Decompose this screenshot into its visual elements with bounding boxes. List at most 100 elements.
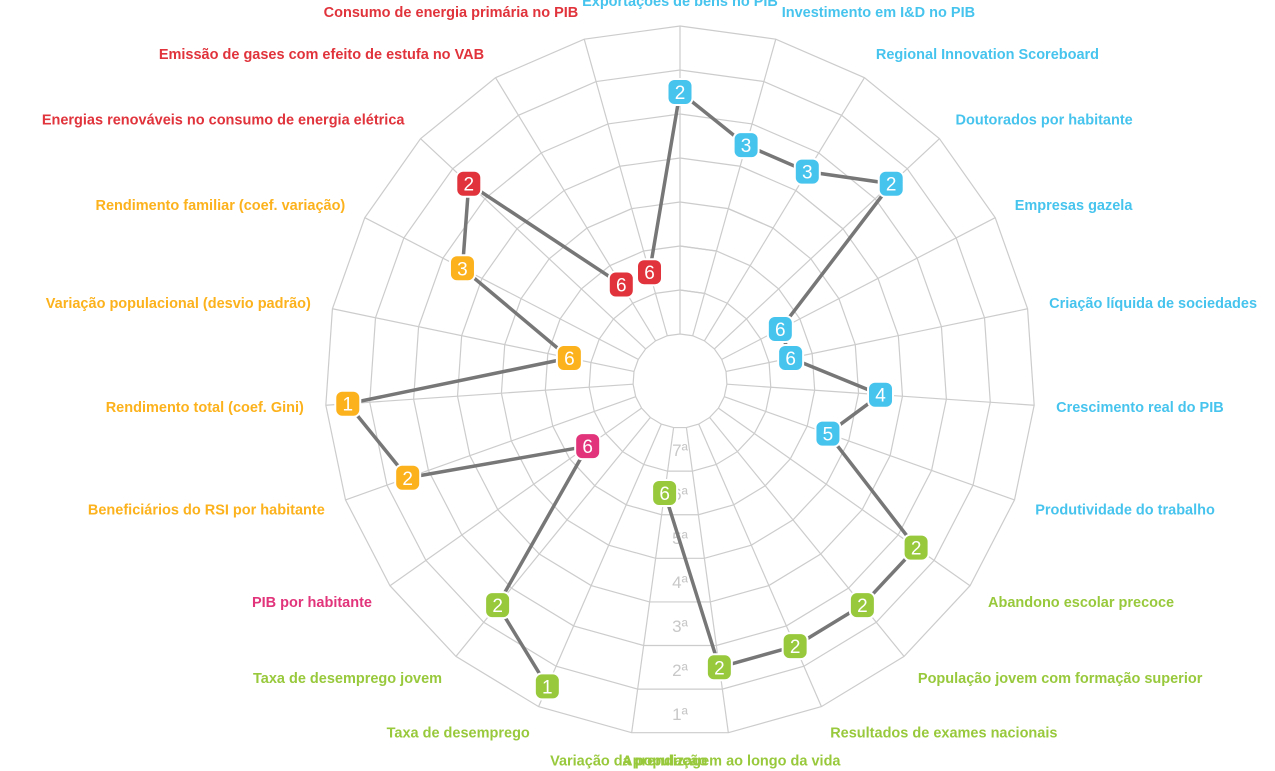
- grid-spoke: [718, 407, 971, 587]
- grid-spoke: [721, 217, 996, 360]
- marker-badge: [455, 169, 483, 198]
- marker-value: 3: [741, 136, 752, 157]
- rank-marker-variacao-populacional-desvio-padrao: 6: [555, 344, 583, 373]
- grid-spoke: [583, 39, 668, 336]
- rank-marker-exportacoes-de-bens-no-pib: 2: [666, 78, 694, 106]
- grid-ring: [369, 69, 991, 690]
- rank-marker-variacao-da-populacao: 6: [651, 478, 679, 507]
- rank-marker-criacao-liquida-de-sociedades: 6: [777, 344, 805, 373]
- grid-spoke: [692, 39, 777, 336]
- marker-value: 2: [886, 175, 897, 196]
- marker-badge: [848, 591, 876, 620]
- rank-marker-doutorados-por-habitante: 2: [877, 169, 905, 198]
- grid-spoke: [332, 308, 635, 373]
- grid-spoke: [345, 396, 636, 501]
- grid-spoke: [685, 427, 729, 733]
- rank-label: 7ª: [672, 441, 688, 460]
- grid-spoke: [364, 217, 639, 360]
- marker-value: 2: [857, 596, 868, 617]
- rank-label: 2ª: [672, 661, 688, 680]
- axis-label-empresas-gazela: Empresas gazela: [1015, 198, 1134, 214]
- axis-label-energias-renovaveis-no-consumo-de-energia-eletrica: Energias renováveis no consumo de energi…: [42, 113, 406, 129]
- rank-marker-taxa-de-desemprego-jovem: 2: [484, 591, 512, 620]
- marker-badge: [814, 419, 842, 448]
- axis-label-produtividade-do-trabalho: Produtividade do trabalho: [1035, 502, 1215, 518]
- axis-label-doutorados-por-habitante: Doutorados por habitante: [956, 113, 1133, 129]
- rank-marker-pib-por-habitante: 6: [574, 432, 602, 461]
- axis-label-exportacoes-de-bens-no-pib: Exportações de bens no PIB: [582, 0, 778, 10]
- rank-marker-energias-renovaveis-no-consumo-de-energia-eletrica: 2: [455, 169, 483, 198]
- marker-value: 3: [457, 259, 468, 280]
- rank-label: 4ª: [672, 573, 688, 592]
- rank-marker-aprendizagem-ao-longo-da-vida: 2: [705, 653, 733, 682]
- grid-spoke: [325, 383, 634, 406]
- marker-badge: [777, 344, 805, 373]
- grid-ring: [632, 333, 728, 429]
- grid-ring-segment: [679, 245, 717, 252]
- marker-value: 2: [402, 469, 413, 490]
- rank-marker-crescimento-real-do-pib: 4: [867, 380, 895, 409]
- axis-label-regional-innovation-scoreboard: Regional Innovation Scoreboard: [876, 47, 1099, 63]
- grid-ring: [500, 201, 860, 559]
- grid-spoke: [709, 417, 905, 657]
- marker-value: 6: [659, 484, 670, 505]
- marker-badge: [732, 131, 760, 160]
- grid-ring-segment: [728, 208, 774, 229]
- marker-value: 6: [582, 437, 593, 458]
- marker-value: 1: [542, 677, 553, 698]
- axis-label-taxa-de-desemprego: Taxa de desemprego: [387, 725, 530, 741]
- marker-badge: [902, 533, 930, 562]
- grid-ring: [413, 113, 947, 647]
- axis-label-pib-por-habitante: PIB por habitante: [252, 595, 372, 611]
- rank-marker-emissao-de-gases-com-efeito-de-estufa-no-vab: 6: [607, 270, 635, 299]
- axis-label-investimento-em-i-d-no-pib: Investimento em I&D no PIB: [782, 5, 975, 21]
- grid-spoke: [724, 396, 1015, 501]
- axis-label-variacao-populacional-desvio-padrao: Variação populacional (desvio padrão): [46, 296, 311, 312]
- rank-marker-populacao-jovem-com-formacao-superior: 2: [848, 591, 876, 620]
- marker-value: 2: [675, 83, 686, 104]
- marker-badge: [666, 78, 694, 106]
- rank-label: 1ª: [672, 705, 688, 724]
- rank-marker-empresas-gazela: 6: [766, 315, 794, 344]
- axis-label-abandono-escolar-precoce: Abandono escolar precoce: [988, 595, 1174, 611]
- grid-spoke: [538, 423, 662, 707]
- axis-label-aprendizagem-ao-longo-da-vida: Aprendizagem ao longo da vida: [622, 753, 841, 769]
- rank-marker-beneficiarios-do-rsi-por-habitante: 2: [394, 463, 422, 492]
- marker-badge: [793, 157, 821, 186]
- marker-value: 5: [823, 425, 834, 446]
- axis-label-criacao-liquida-de-sociedades: Criação líquida de sociedades: [1049, 296, 1257, 312]
- marker-value: 6: [644, 263, 655, 284]
- marker-badge: [781, 632, 809, 661]
- marker-badge: [448, 254, 476, 283]
- rank-marker-abandono-escolar-precoce: 2: [902, 533, 930, 562]
- rank-marker-consumo-de-energia-primaria-no-pib: 6: [636, 258, 664, 287]
- grid-ring-segment: [795, 189, 844, 230]
- marker-badge: [607, 270, 635, 299]
- rank-label: 3ª: [672, 617, 688, 636]
- marker-badge: [877, 169, 905, 198]
- axis-label-emissao-de-gases-com-efeito-de-estufa-no-vab: Emissão de gases com efeito de estufa no…: [159, 47, 484, 63]
- marker-value: 6: [785, 349, 796, 370]
- marker-badge: [766, 315, 794, 344]
- grid-ring: [325, 25, 1035, 734]
- marker-value: 6: [775, 320, 786, 341]
- axis-label-rendimento-total-coef-gini: Rendimento total (coef. Gini): [106, 400, 304, 416]
- grid-spoke: [725, 308, 1028, 373]
- grid-ring: [588, 289, 772, 472]
- grid-spoke: [631, 427, 675, 733]
- rank-marker-regional-innovation-scoreboard: 3: [793, 157, 821, 186]
- marker-badge: [334, 389, 362, 418]
- series-line: [647, 90, 918, 670]
- axis-label-consumo-de-energia-primaria-no-pib: Consumo de energia primária no PIB: [324, 5, 579, 21]
- marker-value: 3: [802, 163, 813, 184]
- marker-badge: [484, 591, 512, 620]
- marker-value: 2: [492, 596, 503, 617]
- marker-badge: [533, 672, 561, 701]
- axis-label-populacao-jovem-com-formacao-superior: População jovem com formação superior: [918, 671, 1203, 687]
- marker-badge: [636, 258, 664, 287]
- axis-label-variacao-da-populacao: Variação da população: [550, 753, 707, 769]
- axis-label-rendimento-familiar-coef-variacao: Rendimento familiar (coef. variação): [95, 198, 345, 214]
